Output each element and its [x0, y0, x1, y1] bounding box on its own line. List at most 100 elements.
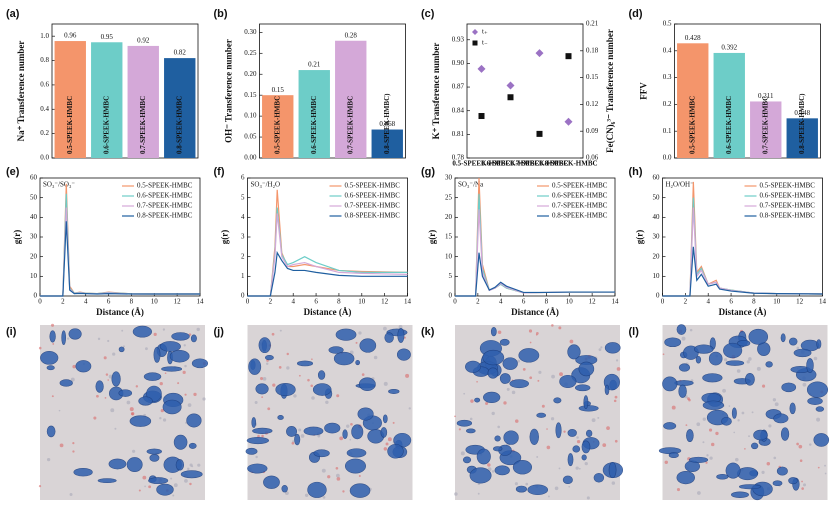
speckle — [265, 362, 269, 366]
speckle — [97, 337, 101, 341]
value-label: 0.96 — [64, 32, 77, 40]
speckle — [711, 442, 715, 447]
speckle — [183, 344, 186, 347]
y-tick-label: 0.10 — [244, 112, 257, 120]
plot-frame — [51, 23, 199, 159]
bar — [713, 52, 745, 158]
speckle — [723, 358, 728, 362]
ion-cluster — [716, 473, 729, 480]
speckle — [58, 409, 61, 412]
legend-label: t₋ — [482, 39, 488, 47]
ion-cluster — [674, 380, 694, 386]
ion-cluster — [188, 442, 197, 449]
speckle — [708, 428, 713, 432]
x-tick-label: 0.7-SPEEK-HMBC — [510, 160, 568, 168]
x-tick-label: 2 — [476, 298, 480, 306]
speckle — [614, 395, 618, 399]
y-tick-label: 30 — [30, 233, 38, 241]
speckle — [696, 422, 701, 427]
y-tick-label: 30 — [653, 233, 661, 241]
ion-cluster — [793, 348, 812, 358]
speckle — [454, 492, 458, 496]
speckle — [463, 392, 466, 395]
y-tick-label: 50 — [30, 193, 38, 201]
speckle — [196, 327, 200, 332]
legend-label: 0.5-SPEEK-HMBC — [552, 182, 608, 190]
legend-label: 0.7-SPEEK-HMBC — [345, 202, 401, 210]
y-axis-label: g(r) — [12, 230, 22, 245]
ion-cluster — [476, 448, 491, 465]
speckle — [586, 496, 590, 500]
value-label: 0.82 — [174, 49, 187, 57]
ion-cluster — [503, 430, 519, 445]
y-tick-label: 50 — [653, 193, 661, 201]
ion-cluster — [248, 358, 262, 375]
speckle — [803, 483, 807, 487]
ion-cluster — [807, 397, 823, 405]
speckle — [578, 467, 581, 470]
legend-label: 0.6-SPEEK-HMBC — [552, 192, 608, 200]
panel-label: (g) — [421, 166, 435, 178]
ion-cluster — [462, 456, 472, 464]
y-axis-label: g(r) — [635, 230, 645, 245]
x-tick-label: 6 — [314, 298, 318, 306]
speckle — [551, 324, 554, 327]
speckle — [796, 346, 800, 350]
x-tick-label: 12 — [381, 298, 389, 306]
speckle — [664, 460, 669, 465]
ion-cluster — [190, 334, 197, 343]
series-line — [662, 246, 823, 297]
ion-cluster — [191, 358, 209, 369]
ion-cluster — [483, 391, 501, 403]
legend-label: 0.6-SPEEK-HMBC — [137, 192, 193, 200]
speckle — [816, 417, 821, 422]
ion-cluster — [806, 381, 829, 398]
ion-cluster — [738, 484, 761, 490]
speckle — [809, 443, 812, 446]
ion-cluster — [789, 402, 796, 415]
speckle — [104, 397, 107, 399]
plot-frame — [259, 23, 406, 159]
speckle — [606, 426, 610, 430]
speckle — [503, 401, 507, 405]
speckle — [145, 347, 148, 351]
y-tick-label: 25 — [445, 193, 453, 201]
value-label: 0.428 — [685, 34, 701, 42]
ion-cluster — [536, 412, 547, 418]
speckle — [584, 461, 588, 466]
speckle — [537, 379, 540, 382]
ion-cluster — [512, 460, 533, 475]
x-tick-label: 8 — [752, 298, 756, 306]
speckle — [267, 407, 271, 411]
speckle — [536, 456, 539, 458]
x-tick-label: 10 — [358, 298, 366, 306]
y-tick-label: 0.87 — [452, 83, 465, 91]
ion-cluster — [490, 326, 497, 337]
ion-cluster — [737, 340, 751, 347]
speckle — [569, 339, 574, 344]
y-tick-label: 0.6 — [40, 81, 49, 89]
ion-cluster — [772, 480, 783, 487]
ion-cluster — [171, 332, 190, 341]
ion-cluster — [344, 458, 366, 474]
speckle — [546, 428, 548, 430]
bar — [91, 42, 123, 158]
x-tick-label: 6 — [107, 298, 111, 306]
y-axis-label: OH⁻ Transference number — [224, 39, 234, 143]
ion-cluster — [780, 333, 786, 343]
ion-cluster — [387, 443, 404, 459]
speckle — [110, 408, 115, 413]
ion-cluster — [494, 465, 510, 476]
speckle — [189, 482, 192, 486]
x-axis-label: Distance (Å) — [719, 307, 767, 317]
legend-label: 0.7-SPEEK-HMBC — [137, 202, 193, 210]
y-tick-label: 0.1 — [663, 127, 672, 135]
panel-label: (i) — [6, 326, 17, 338]
y-tick-label: 2 — [241, 252, 245, 260]
y-tick-label: 0.15 — [244, 91, 257, 99]
ion-cluster — [494, 435, 501, 442]
speckle — [373, 355, 378, 360]
legend-marker — [472, 40, 478, 46]
ion-cluster — [773, 413, 789, 424]
x-tick-label: 8 — [545, 298, 549, 306]
